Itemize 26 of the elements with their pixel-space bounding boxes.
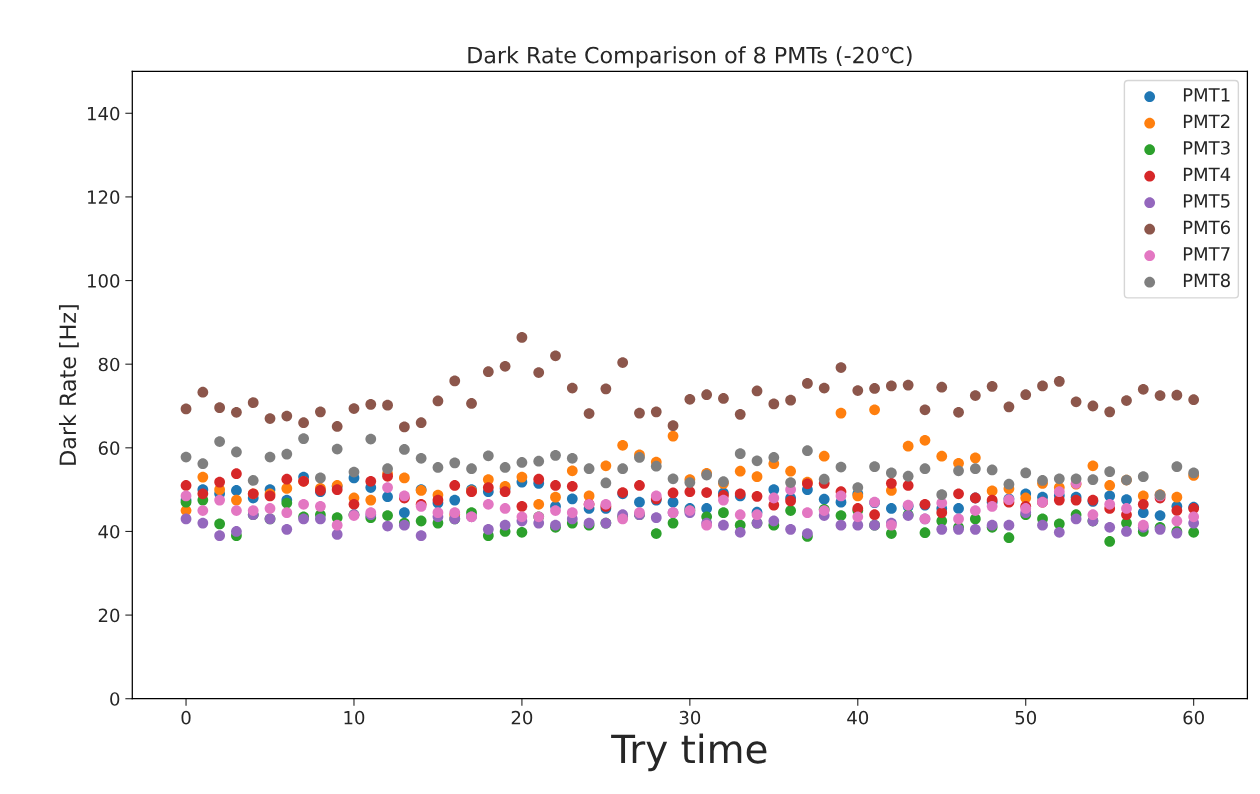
x-tick-label: 0 (181, 710, 191, 725)
x-tick-label: 20 (511, 710, 533, 725)
x-tick-label: 30 (679, 710, 701, 725)
legend-label: PMT7 (1183, 247, 1230, 261)
y-tick-label: 40 (98, 524, 120, 539)
chart-title: Dark Rate Comparison of 8 PMTs (-20℃) (468, 46, 912, 68)
legend-label: PMT2 (1183, 114, 1230, 128)
legend-label: PMT4 (1183, 167, 1231, 181)
x-tick-label: 40 (847, 710, 869, 725)
y-tick-label: 140 (88, 106, 120, 121)
y-tick-label: 60 (98, 441, 120, 455)
y-axis-title: Dark Rate [Hz] (58, 305, 79, 465)
x-tick-label: 10 (344, 710, 365, 725)
legend-label: PMT8 (1183, 273, 1230, 288)
y-tick-label: 0 (110, 692, 120, 706)
legend-label: PMT1 (1183, 88, 1230, 102)
x-tick-label: 60 (1183, 710, 1204, 725)
legend-label: PMT3 (1183, 141, 1230, 155)
legend-label: PMT5 (1183, 194, 1230, 208)
y-tick-label: 100 (88, 274, 120, 288)
y-tick-label: 120 (88, 190, 120, 205)
legend-label: PMT6 (1183, 220, 1231, 235)
y-tick-label: 20 (98, 608, 120, 623)
y-tick-label: 80 (98, 357, 120, 372)
x-tick-label: 50 (1015, 710, 1037, 725)
x-axis-title: Try time (611, 733, 767, 772)
